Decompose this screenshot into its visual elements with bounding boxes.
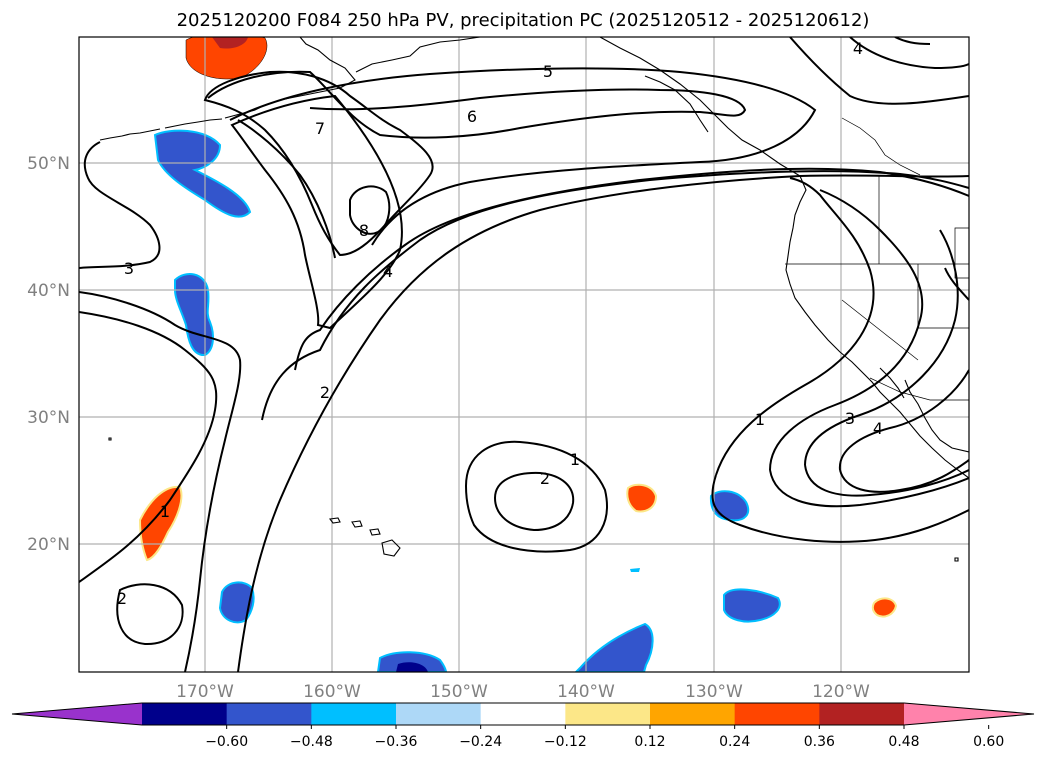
contour-label: 2 <box>320 383 330 402</box>
precip-strong-patch <box>212 37 248 49</box>
colorbar-bin <box>142 703 228 725</box>
colorbar-tick-label: −0.48 <box>290 734 333 750</box>
colorbar-bin <box>226 703 312 725</box>
colorbar-tick-label: 0.36 <box>804 734 835 750</box>
colorbar-bin <box>396 703 482 725</box>
contour-label: 3 <box>845 409 855 428</box>
pv-contour-4 <box>849 37 969 70</box>
contour-label: 1 <box>570 450 580 469</box>
pv-contour-labels: 1 1 1 2 2 2 2 3 3 4 4 4 5 6 7 8 <box>117 39 883 608</box>
colorbar-tick-label: −0.60 <box>205 734 248 750</box>
colorbar-bin <box>650 703 736 725</box>
precip-negative-patch <box>574 622 654 672</box>
contour-label: 4 <box>873 419 883 438</box>
pv-contour-4 <box>944 267 969 301</box>
pv-contour-4 <box>838 369 969 471</box>
lon-label: 160°W <box>303 682 361 702</box>
colorbar-outline <box>11 702 1035 726</box>
colorbar-bin <box>480 703 566 725</box>
lon-label: 150°W <box>430 682 488 702</box>
pv-contour-2 <box>116 583 184 646</box>
colorbar-extend-min <box>12 703 142 725</box>
pv-contour-5 <box>237 119 336 259</box>
map-background <box>79 37 969 672</box>
contour-label: 2 <box>117 589 127 608</box>
colorbar-tick-label: −0.24 <box>459 734 502 750</box>
pv-contour-2 <box>769 469 969 508</box>
pv-contour-2 <box>79 291 242 672</box>
lat-label: 20°N <box>27 535 70 555</box>
pv-contour-6 <box>207 70 747 139</box>
gridlines <box>79 37 969 672</box>
lat-label: 30°N <box>27 408 70 428</box>
colorbar-tick-label: −0.36 <box>375 734 418 750</box>
precip-strong-patch <box>396 662 428 672</box>
colorbar-bin <box>311 703 397 725</box>
pv-contour-1 <box>715 177 875 476</box>
map-panel: 1 1 1 2 2 2 2 3 3 4 4 4 5 6 7 8 <box>78 36 970 673</box>
lon-label: 140°W <box>557 682 615 702</box>
lat-label: 50°N <box>27 154 70 174</box>
precip-negative-patch <box>153 129 252 218</box>
latitude-labels: 50°N 40°N 30°N 20°N <box>27 154 70 555</box>
precip-positive-patch <box>626 483 658 513</box>
contour-label: 3 <box>124 259 134 278</box>
precip-positive-patch <box>871 597 898 618</box>
pv-contour-1 <box>237 174 969 672</box>
lon-label: 130°W <box>685 682 743 702</box>
lat-label: 40°N <box>27 281 70 301</box>
colorbar-tick-label: 0.24 <box>719 734 750 750</box>
pv-contour-4 <box>230 94 403 330</box>
colorbar-bin <box>819 703 905 725</box>
pv-contour-2 <box>493 471 575 532</box>
colorbar-tick-label: 0.60 <box>973 734 1004 750</box>
precip-positive-patch <box>185 37 268 80</box>
contour-label: 1 <box>160 502 170 521</box>
pv-contour-5 <box>894 37 931 45</box>
contour-label: 6 <box>467 107 477 126</box>
pv-contour-1 <box>79 311 218 583</box>
pv-contour-3 <box>294 167 969 371</box>
pv-contour-3 <box>804 229 959 466</box>
contour-label: 1 <box>755 410 765 429</box>
precip-negative-patch <box>218 581 255 624</box>
pv-contour-7 <box>203 70 434 257</box>
map-frame <box>78 36 970 673</box>
contour-label: 8 <box>359 221 369 240</box>
contour-label: 4 <box>853 39 863 58</box>
lon-label: 170°W <box>176 682 234 702</box>
colorbar-tick-label: 0.12 <box>634 734 665 750</box>
colorbar-bin <box>565 703 651 725</box>
colorbar-extend-max <box>904 703 1034 725</box>
pv-contours <box>79 37 969 672</box>
colorbar-bin <box>734 703 820 725</box>
precip-negative-patch <box>723 588 781 623</box>
pv-contour-5 <box>229 67 817 246</box>
pv-contour-2 <box>769 189 924 471</box>
colorbar-tick-label: −0.12 <box>544 734 587 750</box>
pv-contour-3 <box>804 464 969 497</box>
contour-label: 2 <box>540 469 550 488</box>
precip-positive-patch <box>138 485 183 562</box>
coastlines <box>99 37 969 562</box>
colorbar-tick-label: 0.48 <box>888 734 919 750</box>
pv-contour-8 <box>349 185 391 235</box>
pv-contour-3 <box>789 37 969 105</box>
colorbar: −0.60 −0.48 −0.36 −0.24 −0.12 0.12 0.24 0.36 0.4… <box>11 702 1035 750</box>
precip-negative-patch <box>630 568 640 572</box>
contour-label: 4 <box>383 262 393 281</box>
precip-shading <box>138 37 898 672</box>
contour-label: 7 <box>315 119 325 138</box>
pv-contour-4 <box>839 459 969 493</box>
lon-label: 120°W <box>812 682 870 702</box>
contour-label: 5 <box>543 62 553 81</box>
pv-contour-1 <box>711 474 969 543</box>
longitude-labels: 170°W 160°W 150°W 140°W 130°W 120°W <box>176 682 870 702</box>
precip-negative-patch <box>174 273 214 357</box>
map-title: 2025120200 F084 250 hPa PV, precipitatio… <box>177 10 870 31</box>
pv-contour-3 <box>79 141 161 269</box>
pv-contour-1 <box>464 440 608 553</box>
